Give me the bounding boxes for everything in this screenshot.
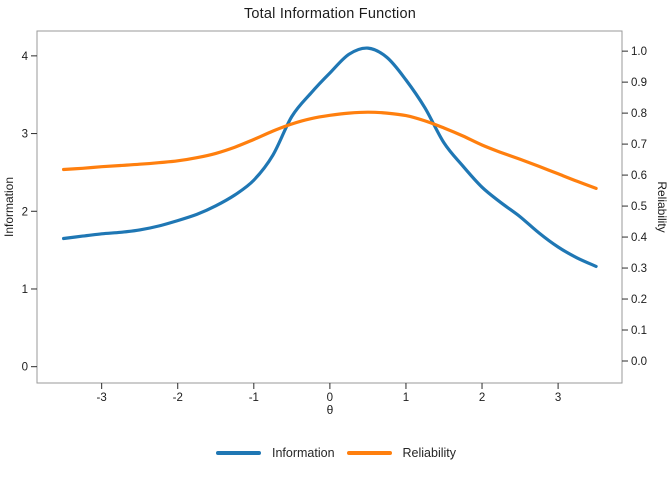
y-right-tick-label: 0.0 <box>631 356 647 368</box>
plot-svg: -3 -2 -1 0 1 2 3 0 1 2 3 4 0.0 0.1 0.2 0.3 0.4 0.5 0.6 0.7 0… <box>2 30 669 417</box>
y-right-tick-label: 0.7 <box>631 139 647 151</box>
y-right-tick-label: 0.8 <box>631 108 647 120</box>
axis-ticks: -3 -2 -1 0 1 2 3 0 1 2 3 4 0.0 0.1 0.2 0.3 0.4 0.5 0.6 0.7 0… <box>22 46 648 404</box>
x-tick-label: 3 <box>555 392 561 404</box>
legend: Information Reliability <box>0 444 672 462</box>
y-right-tick-label: 0.1 <box>631 325 647 337</box>
y-right-tick-label: 1.0 <box>631 46 647 58</box>
y-right-tick-label: 0.5 <box>631 201 647 213</box>
y-right-tick-label: 0.3 <box>631 263 647 275</box>
x-tick-label: -1 <box>249 392 259 404</box>
y-left-tick-label: 3 <box>22 129 28 141</box>
x-axis-title: θ <box>327 403 334 417</box>
legend-item-reliability: Reliability <box>346 444 457 462</box>
legend-swatch-information <box>215 451 261 455</box>
y-right-axis-title: Reliability <box>655 181 669 232</box>
y-left-axis-title: Information <box>2 177 16 237</box>
y-right-tick-label: 0.6 <box>631 170 647 182</box>
y-right-tick-label: 0.9 <box>631 77 647 89</box>
series-lines <box>62 46 598 268</box>
chart-title: Total Information Function <box>243 6 417 22</box>
legend-swatch-reliability <box>346 451 392 455</box>
x-tick-label: 2 <box>479 392 485 404</box>
series-line-information <box>62 46 598 268</box>
y-left-tick-label: 0 <box>22 362 28 374</box>
y-left-tick-label: 1 <box>22 284 28 296</box>
legend-label-information: Information <box>271 446 335 460</box>
y-right-tick-label: 0.2 <box>631 294 647 306</box>
series-line-reliability <box>62 110 598 190</box>
y-left-tick-label: 4 <box>22 51 29 63</box>
x-tick-label: 1 <box>403 392 409 404</box>
x-tick-label: -2 <box>173 392 183 404</box>
x-tick-label: 0 <box>327 392 333 404</box>
legend-item-information: Information <box>215 444 335 462</box>
x-tick-label: -3 <box>97 392 107 404</box>
y-right-tick-label: 0.4 <box>631 232 648 244</box>
plot-area-border <box>36 30 623 384</box>
legend-label-reliability: Reliability <box>402 446 457 460</box>
y-left-tick-label: 2 <box>22 206 28 218</box>
